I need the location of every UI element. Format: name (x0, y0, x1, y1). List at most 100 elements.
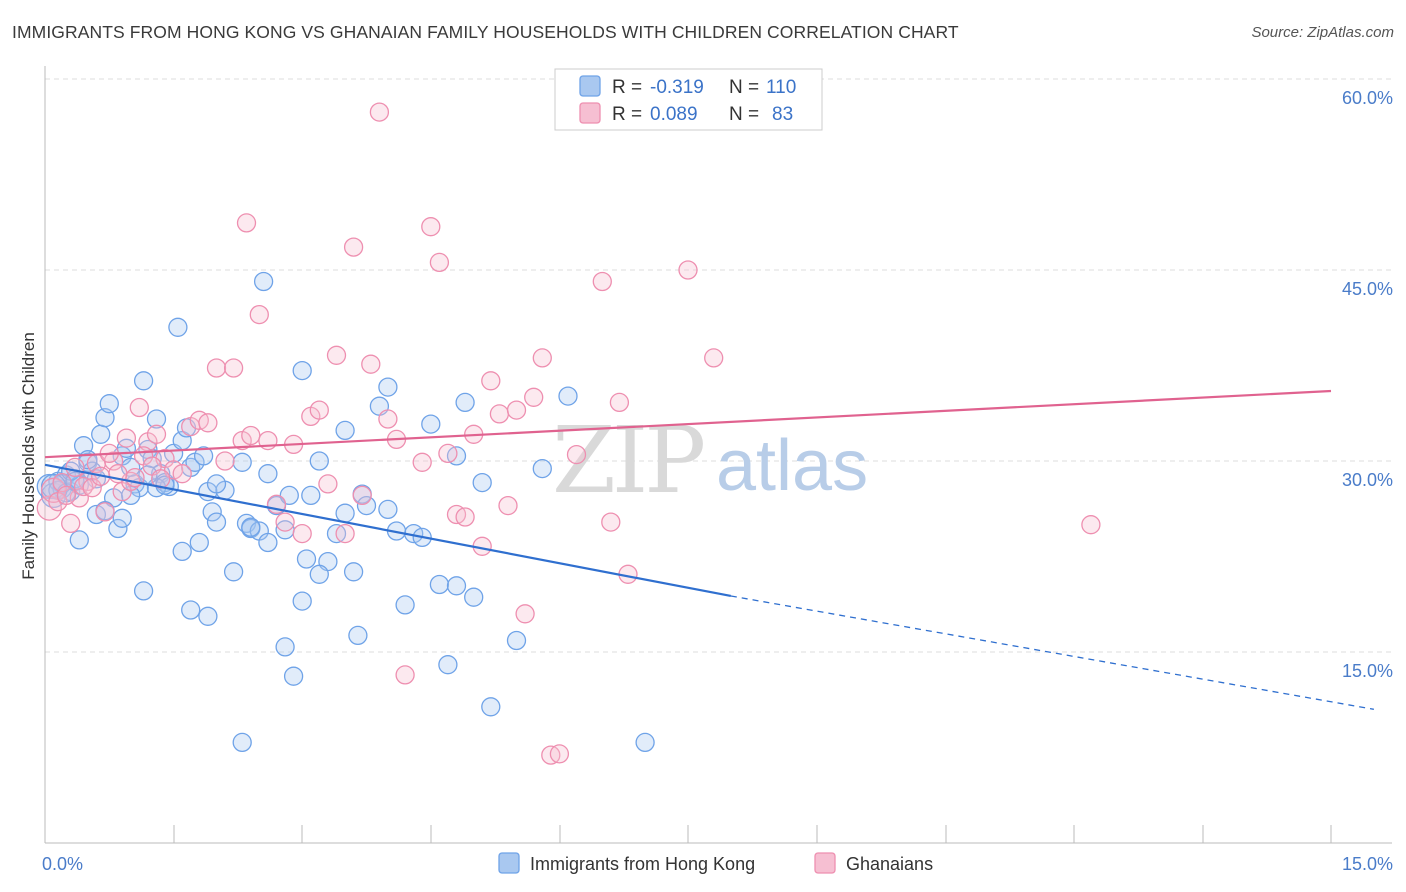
point-hong-kong-95 (378, 499, 398, 520)
point-hong-kong-59 (343, 562, 364, 582)
point-hong-kong-42 (232, 452, 252, 472)
point-hong-kong-30 (168, 317, 188, 337)
point-ghanaian-71 (56, 485, 77, 506)
point-ghanaian-62 (566, 444, 587, 465)
point-hong-kong-52 (292, 591, 312, 611)
point-ghanaian-49 (455, 507, 475, 527)
point-ghanaian-36 (335, 523, 355, 544)
y-tick-label-45: 45.0% (1342, 279, 1393, 299)
point-ghanaian-57 (524, 387, 544, 407)
point-hong-kong-12 (91, 424, 111, 444)
trend-lines (44, 389, 1374, 710)
point-hong-kong-55 (309, 451, 329, 471)
point-ghanaian-43 (395, 665, 415, 685)
point-ghanaian-58 (532, 348, 552, 368)
legend-n-label-blue: N = (729, 77, 759, 98)
point-hong-kong-101 (464, 587, 484, 607)
point-ghanaian-33 (309, 400, 329, 420)
point-ghanaian-22 (223, 358, 244, 378)
point-hong-kong-85 (206, 474, 227, 494)
point-hong-kong-68 (421, 414, 441, 434)
legend-swatch-pink (579, 102, 601, 124)
point-ghanaian-24 (236, 213, 257, 233)
y-tick-label-15: 15.0% (1342, 661, 1393, 681)
bottom-legend: Immigrants from Hong Kong Ghanaians (498, 852, 933, 874)
point-hong-kong-73 (472, 472, 492, 493)
y-axis-title: Family Households with Children (19, 332, 38, 580)
point-ghanaian-31 (292, 523, 312, 544)
point-ghanaian-45 (421, 217, 441, 237)
legend-r-value-blue: -0.319 (650, 77, 704, 98)
point-hong-kong-82 (172, 541, 192, 562)
point-hong-kong-74 (481, 697, 501, 717)
bottom-legend-swatch-pink (814, 852, 836, 874)
trend-line-hong-kong-extension (730, 595, 1374, 710)
point-ghanaian-46 (429, 252, 450, 273)
point-ghanaian-67 (678, 260, 698, 280)
point-ghanaian-41 (378, 409, 398, 429)
point-ghanaian-64 (601, 512, 621, 532)
point-ghanaian-53 (489, 404, 510, 424)
point-ghanaian-19 (198, 413, 218, 433)
point-hong-kong-51 (283, 666, 304, 686)
point-ghanaian-21 (215, 451, 235, 471)
point-ghanaian-47 (438, 443, 458, 464)
y-tick-label-60: 60.0% (1342, 88, 1393, 108)
chart-title: IMMIGRANTS FROM HONG KONG VS GHANAIAN FA… (12, 22, 959, 42)
point-ghanaian-68 (704, 348, 724, 368)
point-ghanaian-65 (609, 392, 630, 413)
point-hong-kong-64 (378, 377, 398, 397)
source-credit: Source: ZipAtlas.com (1251, 24, 1394, 41)
point-hong-kong-69 (429, 574, 450, 595)
point-ghanaian-55 (506, 400, 527, 420)
point-ghanaian-20 (206, 358, 227, 378)
point-hong-kong-72 (455, 392, 475, 413)
point-ghanaian-56 (515, 604, 535, 624)
point-ghanaian-69 (1081, 515, 1101, 535)
point-ghanaian-38 (352, 485, 372, 506)
point-hong-kong-46 (253, 271, 274, 292)
point-ghanaian-7 (95, 502, 115, 522)
x-tick-labels: 0.0% 15.0% (42, 854, 1393, 874)
point-ghanaian-63 (592, 271, 612, 292)
trend-line-hong-kong (44, 463, 732, 598)
x-tick-label-max: 15.0% (1342, 854, 1393, 874)
point-hong-kong-38 (202, 502, 222, 522)
point-hong-kong-62 (356, 495, 377, 516)
bottom-legend-swatch-blue (498, 852, 520, 874)
point-hong-kong-75 (506, 630, 527, 651)
point-ghanaian-29 (275, 512, 295, 532)
point-hong-kong-65 (395, 595, 415, 615)
point-hong-kong-84 (69, 530, 89, 550)
point-ghanaian-13 (146, 424, 167, 444)
point-hong-kong-78 (635, 732, 655, 753)
point-ghanaian-34 (318, 474, 338, 494)
legend-r-label-pink: R = (612, 104, 642, 125)
point-hong-kong-76 (532, 458, 552, 479)
point-hong-kong-99 (112, 508, 132, 528)
trend-line-ghanaians (44, 389, 1332, 459)
watermark-atlas-text: atlas (716, 426, 868, 506)
point-ghanaian-16 (172, 464, 192, 484)
point-hong-kong-36 (193, 446, 214, 466)
point-hong-kong-81 (181, 600, 201, 620)
legend-swatch-blue (579, 75, 601, 97)
point-hong-kong-77 (558, 386, 578, 406)
point-ghanaian-52 (481, 371, 501, 391)
legend-r-label-blue: R = (612, 77, 642, 98)
point-hong-kong-83 (133, 581, 154, 601)
point-ghanaian-11 (129, 397, 149, 418)
point-ghanaian-25 (241, 425, 261, 446)
point-hong-kong-47 (258, 532, 278, 553)
top-legend: R = -0.319 N = 110 R = 0.089 N = 83 (554, 68, 823, 131)
point-hong-kong-54 (301, 485, 321, 506)
point-hong-kong-35 (189, 532, 209, 553)
point-hong-kong-60 (348, 625, 368, 646)
point-hong-kong-106 (446, 576, 467, 596)
y-tick-label-30: 30.0% (1342, 470, 1393, 490)
point-ghanaian-60 (549, 744, 570, 764)
legend-n-value-pink: 83 (772, 104, 793, 125)
axes (44, 66, 1392, 844)
bottom-legend-label-blue: Immigrants from Hong Kong (530, 854, 755, 874)
